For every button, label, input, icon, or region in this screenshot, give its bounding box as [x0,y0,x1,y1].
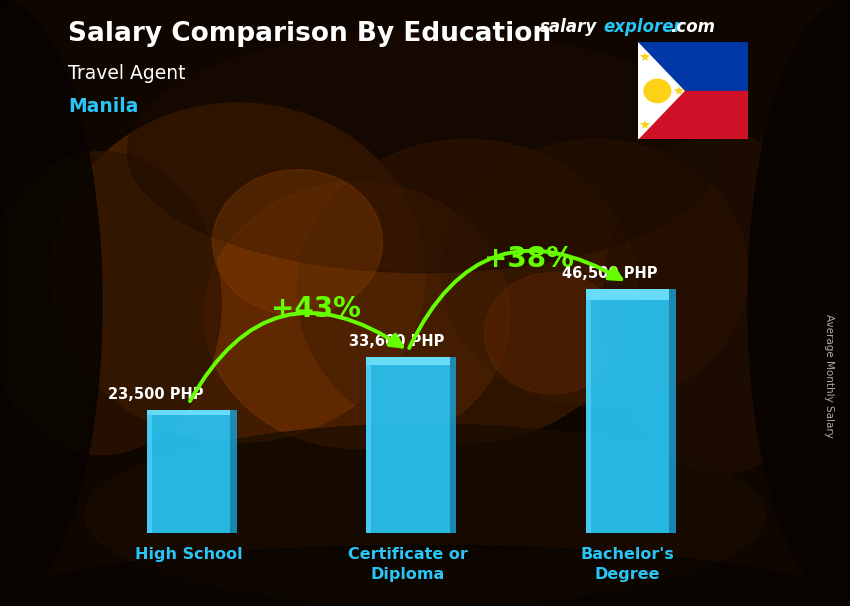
Bar [147,410,230,415]
Text: +38%: +38% [484,245,574,273]
Ellipse shape [484,273,620,394]
Text: +43%: +43% [271,295,360,323]
FancyArrowPatch shape [190,313,402,401]
Text: Manila: Manila [68,97,139,116]
Bar [586,289,591,533]
Ellipse shape [0,0,102,606]
Bar [638,42,748,91]
Ellipse shape [604,133,842,473]
Text: .com: .com [670,18,715,36]
Bar [450,357,456,533]
FancyArrowPatch shape [409,251,621,348]
Text: 33,600 PHP: 33,600 PHP [349,334,445,349]
Polygon shape [638,42,684,139]
Ellipse shape [51,103,425,442]
Ellipse shape [0,152,221,454]
Text: Travel Agent: Travel Agent [68,64,185,82]
Ellipse shape [0,545,850,606]
Text: explorer: explorer [604,18,683,36]
Ellipse shape [212,170,382,315]
Ellipse shape [85,424,765,606]
Bar [366,357,450,365]
Text: 46,500 PHP: 46,500 PHP [562,266,658,281]
Bar [638,91,748,139]
Bar [366,357,450,533]
Ellipse shape [298,139,638,442]
Bar [586,289,669,300]
Text: Salary Comparison By Education: Salary Comparison By Education [68,21,551,47]
Text: 23,500 PHP: 23,500 PHP [108,387,203,402]
Text: salary: salary [540,18,597,36]
Ellipse shape [442,139,748,406]
Circle shape [644,79,671,102]
Bar [366,357,371,533]
Bar [586,289,669,533]
Ellipse shape [748,0,850,606]
Bar [230,410,237,533]
Ellipse shape [204,182,510,448]
Ellipse shape [128,30,722,273]
Bar [669,289,676,533]
Bar [147,410,152,533]
Bar [147,410,230,533]
Text: Average Monthly Salary: Average Monthly Salary [824,314,834,438]
